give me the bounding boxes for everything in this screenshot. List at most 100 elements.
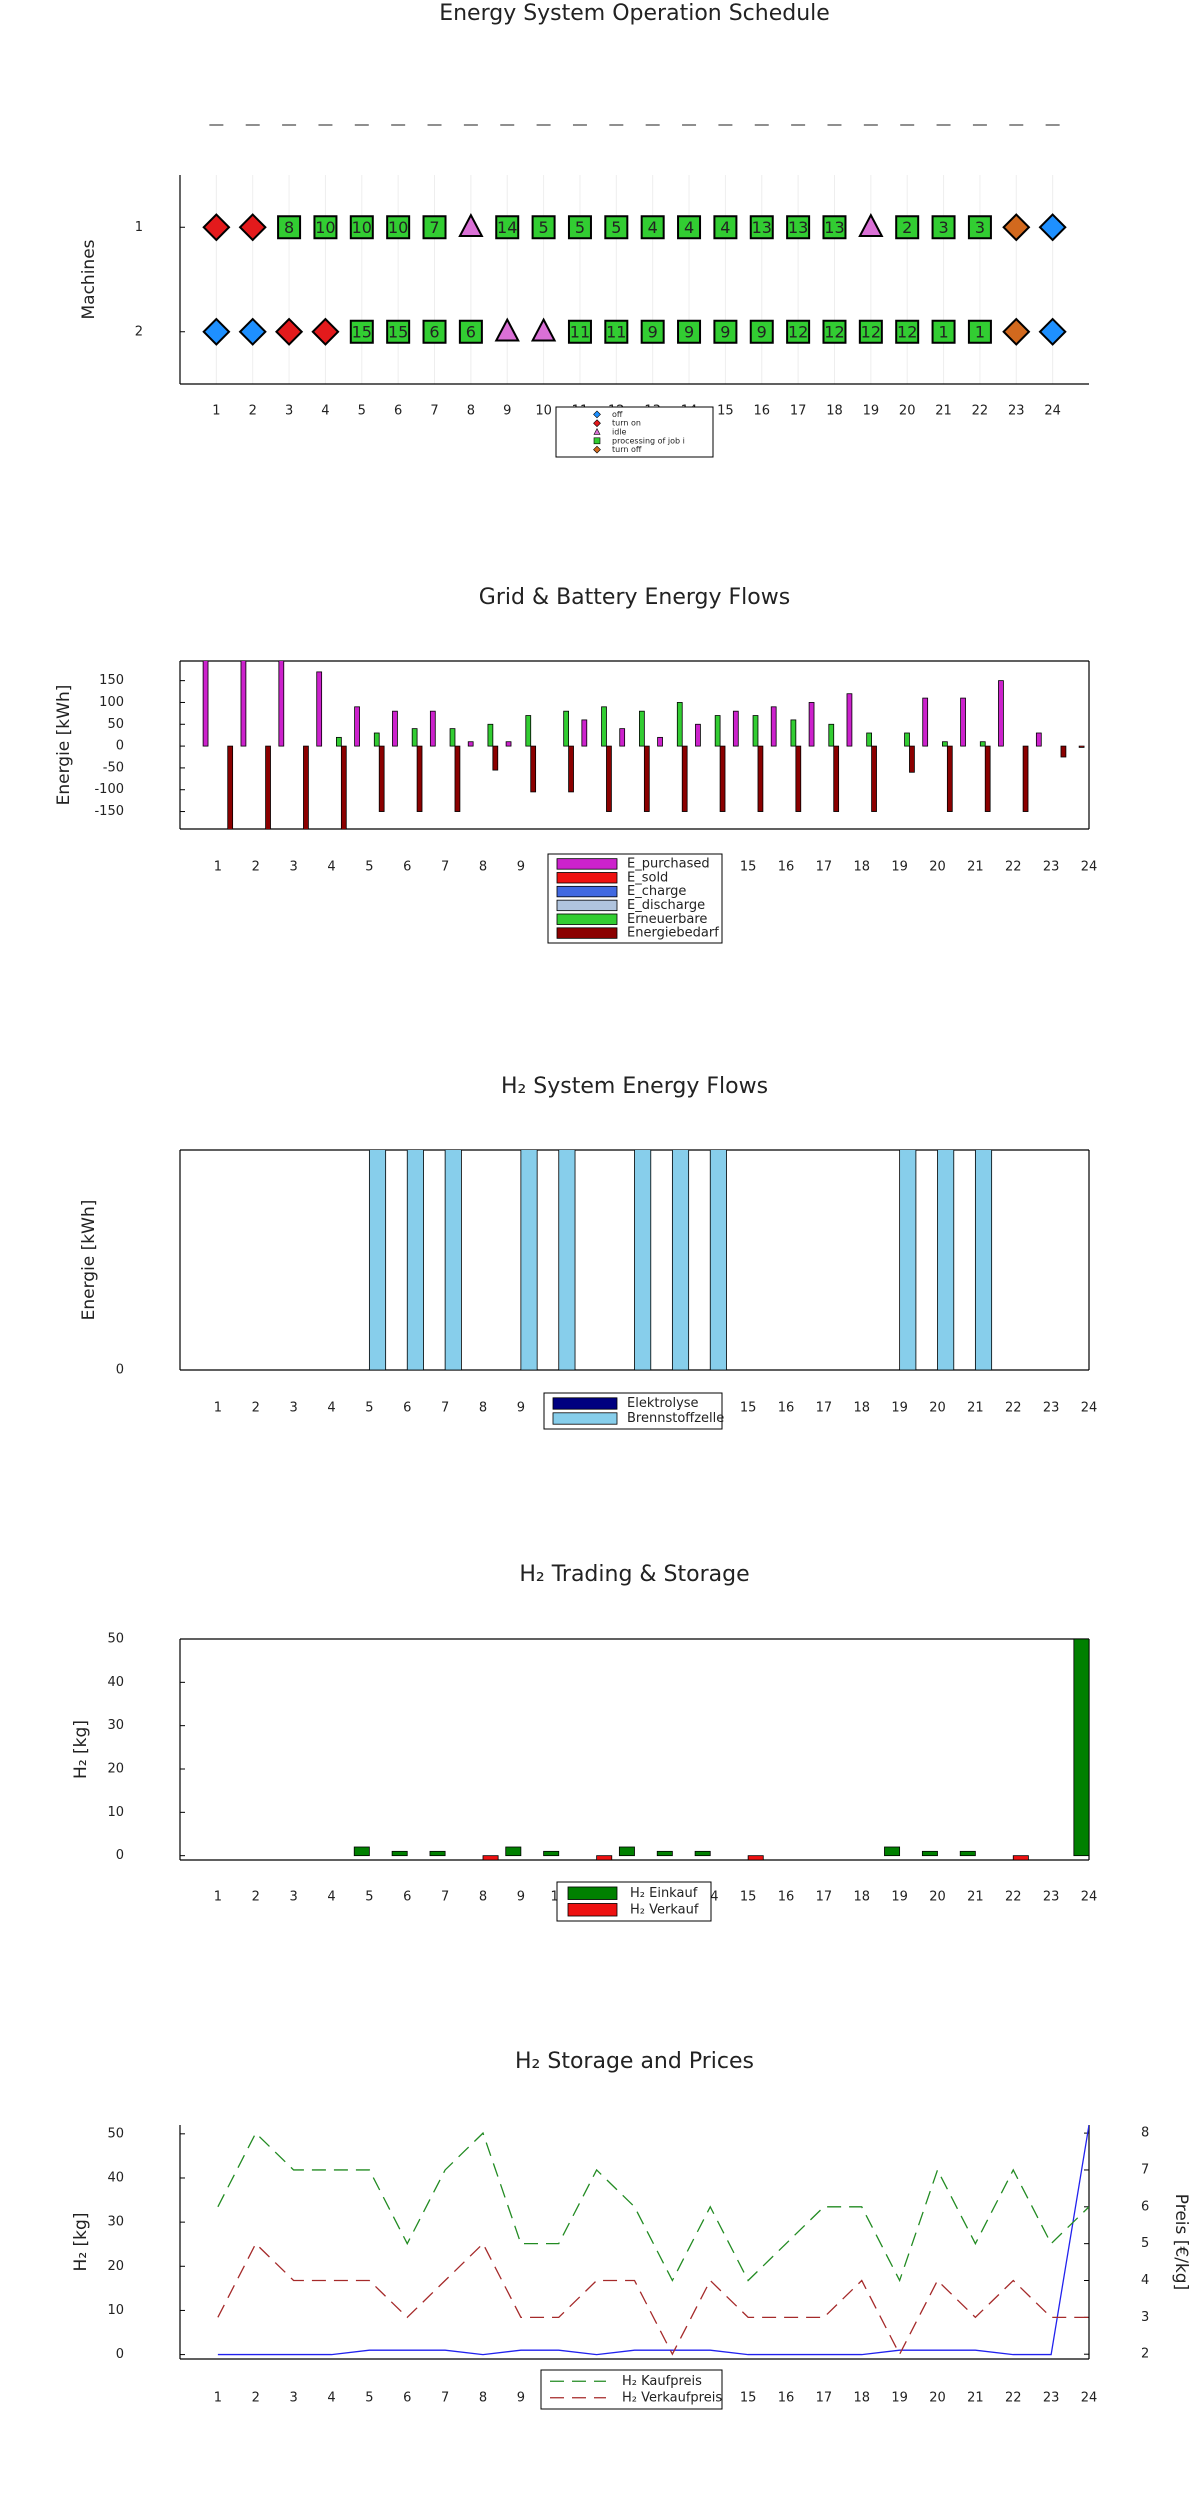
legend-label: Elektrolyse (627, 1396, 699, 1411)
bar (336, 736, 342, 747)
bar (368, 1150, 387, 1370)
state-marker (422, 319, 447, 344)
job-label: 15 (388, 322, 408, 341)
y-axis-label: H₂ [kg] (71, 2213, 91, 2272)
x-tick-label: 5 (365, 1401, 373, 1416)
y-tick-label: 0 (116, 2347, 124, 2362)
state-marker (1002, 317, 1031, 346)
x-tick-label: 22 (1005, 860, 1022, 875)
plot-area (217, 2125, 1089, 2356)
x-tick-label: 23 (1043, 1890, 1060, 1905)
bar (846, 693, 853, 747)
job-label: 9 (684, 322, 694, 341)
job-label: 11 (606, 322, 626, 341)
x-tick-label: 19 (891, 860, 908, 875)
bar (563, 710, 569, 747)
undefined (593, 437, 601, 445)
y-tick-label: 0 (116, 739, 124, 754)
bar (392, 710, 398, 747)
legend-label: processing of job i (612, 436, 685, 445)
x-tick-label: 5 (365, 860, 373, 875)
job-label: 3 (975, 218, 985, 237)
bar (429, 710, 436, 747)
x-tick-label: 15 (740, 1890, 757, 1905)
x-tick-label: 18 (853, 1890, 870, 1905)
bar (922, 697, 929, 747)
bar (937, 1150, 955, 1370)
job-label: 3 (938, 218, 948, 237)
x-tick-label: 23 (1008, 404, 1025, 419)
x-tick-label: 24 (1081, 1890, 1098, 1905)
bar (1035, 732, 1042, 747)
x-tick-label: 16 (778, 2391, 795, 2406)
state-marker (1002, 213, 1031, 242)
bar (709, 1150, 727, 1370)
bar (391, 1850, 408, 1857)
x-tick-label: 16 (778, 860, 795, 875)
x-tick-label: 15 (740, 1401, 757, 1416)
chart-title: H₂ System Energy Flows (501, 1074, 768, 1099)
state-marker (640, 215, 665, 240)
job-label: 5 (575, 218, 585, 237)
state-marker (386, 319, 411, 344)
job-label: 11 (570, 322, 590, 341)
x-tick-label: 7 (430, 404, 438, 419)
plot-area (353, 1639, 1089, 1860)
state-marker (238, 213, 267, 242)
legend-label: E_charge (627, 884, 686, 899)
y2-tick-label: 5 (1141, 2236, 1149, 2251)
bar (974, 1150, 993, 1370)
x-tick-label: 16 (753, 404, 770, 419)
x-tick-label: 21 (967, 860, 984, 875)
state-marker (713, 215, 738, 240)
x-tick-label: 17 (816, 1890, 833, 1905)
bar (921, 1850, 938, 1857)
bar (1078, 745, 1085, 748)
bar (671, 1150, 690, 1370)
y2-tick-label: 6 (1141, 2199, 1149, 2214)
y-tick-label: 50 (107, 1632, 124, 1647)
x-tick-label: 21 (967, 1890, 984, 1905)
legend-swatch (556, 858, 618, 870)
x-tick-label: 17 (790, 404, 807, 419)
x-tick-label: 20 (899, 404, 916, 419)
bar (568, 745, 574, 793)
bar (747, 1855, 764, 1860)
x-tick-label: 6 (403, 860, 411, 875)
chart-title: H₂ Trading & Storage (519, 1562, 749, 1587)
x-tick-label: 1 (214, 1890, 222, 1905)
bar (979, 741, 986, 747)
x-tick-label: 21 (967, 2391, 984, 2406)
plot-area (202, 661, 1085, 829)
legend-label: E_sold (627, 870, 668, 885)
state-marker (895, 319, 920, 344)
legend-label: off (612, 410, 623, 419)
x-tick-label: 4 (327, 2391, 335, 2406)
bar (828, 723, 835, 747)
undefined (593, 419, 601, 428)
x-tick-label: 8 (467, 404, 475, 419)
y2-axis-label: Preis [€/kg] (1171, 2194, 1191, 2290)
state-marker (604, 215, 629, 240)
bar (695, 723, 701, 747)
x-tick-label: 16 (778, 1401, 795, 1416)
x-tick-label: 4 (327, 860, 335, 875)
x-tick-label: 24 (1081, 1401, 1098, 1416)
legend-swatch (567, 1903, 618, 1917)
job-label: 15 (352, 322, 372, 341)
state-marker (967, 319, 992, 344)
legend-swatch (556, 885, 618, 898)
y-tick-label: 2 (135, 324, 143, 339)
y-tick-label: 20 (107, 2259, 124, 2274)
bar (416, 745, 423, 812)
bar (657, 736, 663, 747)
chart-title: Grid & Battery Energy Flows (479, 585, 790, 610)
legend-label: Energiebedarf (627, 926, 719, 941)
y-tick-label: 20 (107, 1762, 124, 1777)
state-marker (822, 319, 847, 344)
bar (354, 706, 360, 747)
x-tick-label: 22 (1005, 2391, 1022, 2406)
y-tick-label: 30 (107, 1718, 124, 1733)
x-tick-label: 3 (289, 2391, 297, 2406)
